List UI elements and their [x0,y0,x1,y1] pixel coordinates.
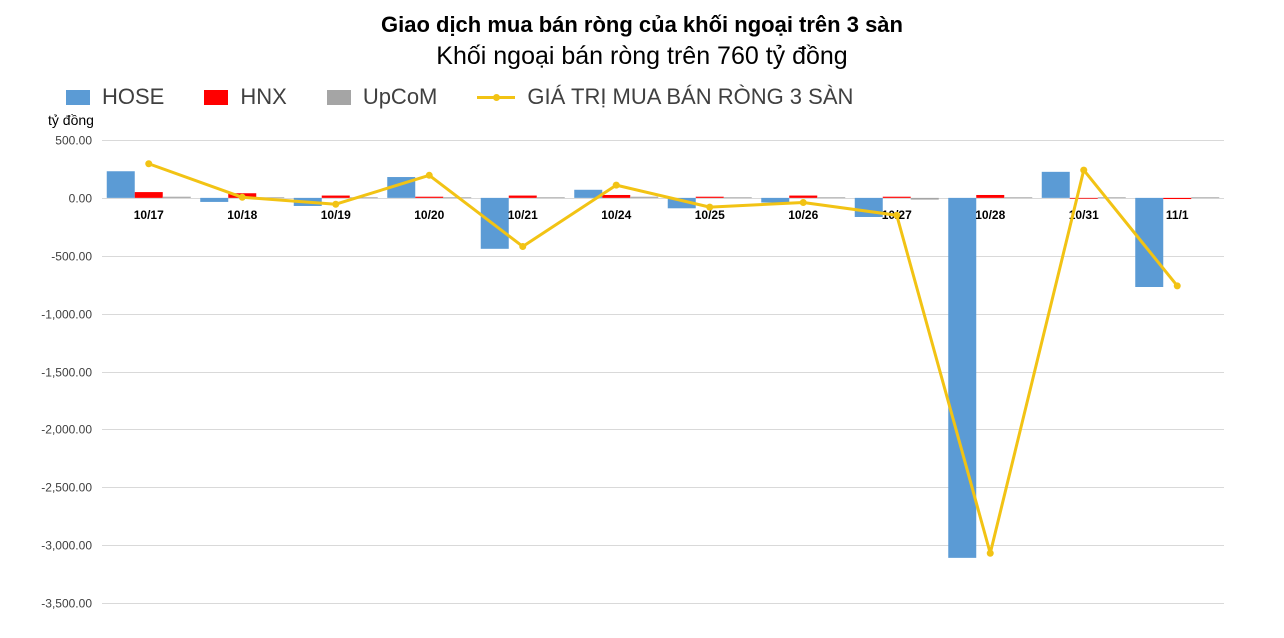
y-tick-label: -2,000.00 [41,423,92,437]
legend-item-upcom: UpCoM [326,84,438,110]
bar-hose [948,197,977,558]
bar-hose [574,189,603,198]
line-point-total [706,203,714,211]
bar-hnx [882,196,911,198]
bar-upcom [162,196,191,198]
legend-swatch-total [477,90,516,105]
line-point-total [1080,166,1088,174]
x-tick-label: 10/24 [601,208,631,222]
bar-upcom [630,196,659,198]
y-tick-label: -3,500.00 [41,597,92,611]
chart-title: Giao dịch mua bán ròng của khối ngoại tr… [381,12,903,37]
bar-upcom [910,197,939,200]
legend-label-total: GIÁ TRỊ MUA BÁN RÒNG 3 SÀN [527,84,854,109]
line-point-total [1173,282,1181,290]
bar-hnx [602,194,631,198]
line-point-total [332,200,340,208]
y-axis-unit-label: tỷ đồng [48,112,94,128]
bar-upcom [349,197,378,199]
bar-hnx [1163,197,1192,200]
x-tick-label: 11/1 [1166,208,1189,222]
bar-upcom [256,197,285,199]
bar-hnx [976,194,1005,198]
bar-hnx [134,192,163,198]
line-point-total [145,160,153,168]
chart-legend: HOSE HNX UpCoM GIÁ TRỊ MUA BÁN RÒNG 3 SÀ… [66,84,893,110]
line-point-total [519,242,527,250]
chart-subtitle: Khối ngoại bán ròng trên 760 tỷ đồng [436,42,848,70]
legend-swatch-hnx [204,89,229,105]
series-line-total [148,162,1179,555]
bar-upcom [817,197,846,199]
line-point-total [425,171,433,179]
y-tick-label: -1,000.00 [41,308,92,322]
line-point-total [986,549,994,557]
line-point-total [799,199,807,207]
bar-hnx [1069,197,1098,199]
bar-hose [761,197,790,203]
x-tick-label: 10/21 [508,208,538,222]
x-tick-label: 10/17 [134,208,164,222]
bar-hnx [415,196,444,198]
legend-item-hnx: HNX [204,84,287,110]
x-tick-label: 10/31 [1069,208,1099,222]
bar-upcom [723,197,752,199]
bar-upcom [1191,197,1220,199]
y-tick-label: -2,500.00 [41,481,92,495]
bar-hnx [695,196,724,198]
x-tick-label: 10/18 [227,208,257,222]
x-tick-label: 10/26 [788,208,818,222]
legend-label-hnx: HNX [240,84,287,109]
line-point-total [612,181,620,189]
line-point-total [238,193,246,201]
bar-hose [667,197,696,209]
bar-upcom [1097,197,1126,199]
bar-hnx [321,195,350,198]
bar-hnx [789,195,818,198]
y-tick-label: 500.00 [55,134,92,148]
bar-hnx [508,195,537,198]
y-tick-label: -500.00 [51,250,92,264]
line-point-total [893,211,901,219]
y-tick-label: -3,000.00 [41,539,92,553]
legend-item-total: GIÁ TRỊ MUA BÁN RÒNG 3 SÀN [477,84,853,110]
x-tick-label: 10/19 [321,208,351,222]
bar-upcom [536,197,565,199]
legend-item-hose: HOSE [66,84,164,110]
x-tick-label: 10/28 [975,208,1005,222]
legend-swatch-upcom [326,89,351,105]
y-tick-label: -1,500.00 [41,366,92,380]
bar-hose [200,197,229,202]
x-tick-label: 10/25 [695,208,725,222]
legend-swatch-hose [66,89,90,105]
legend-label-hose: HOSE [102,84,165,109]
y-tick-label: 0.00 [69,192,93,206]
bar-hose [106,171,135,198]
bar-hose [1041,171,1070,198]
x-tick-label: 10/20 [414,208,444,222]
legend-label-upcom: UpCoM [362,84,438,109]
bar-hose [1135,197,1164,288]
bar-upcom [1004,197,1033,199]
